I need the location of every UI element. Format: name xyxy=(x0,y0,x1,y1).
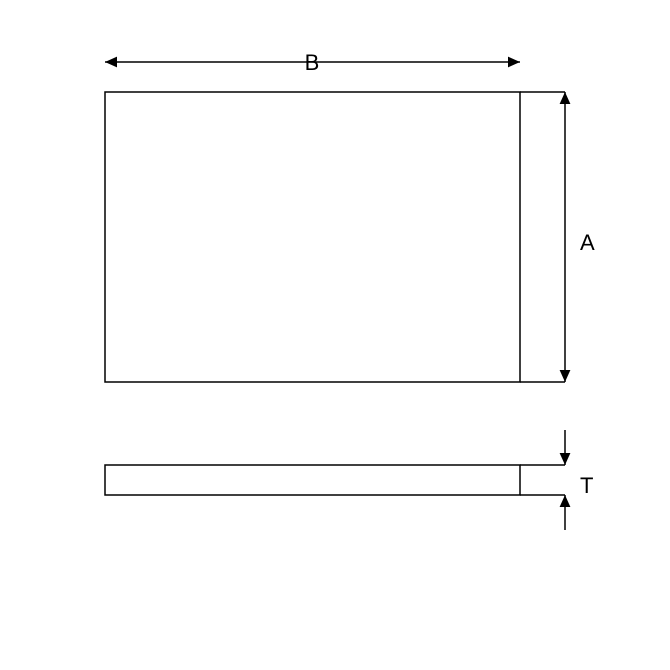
dim-a-label: A xyxy=(580,230,595,255)
plan-view-rect xyxy=(105,92,520,382)
dim-b-label: B xyxy=(305,50,320,75)
dimension-diagram: B A T xyxy=(0,0,670,670)
dim-t-label: T xyxy=(580,473,593,498)
side-view-rect xyxy=(105,465,520,495)
